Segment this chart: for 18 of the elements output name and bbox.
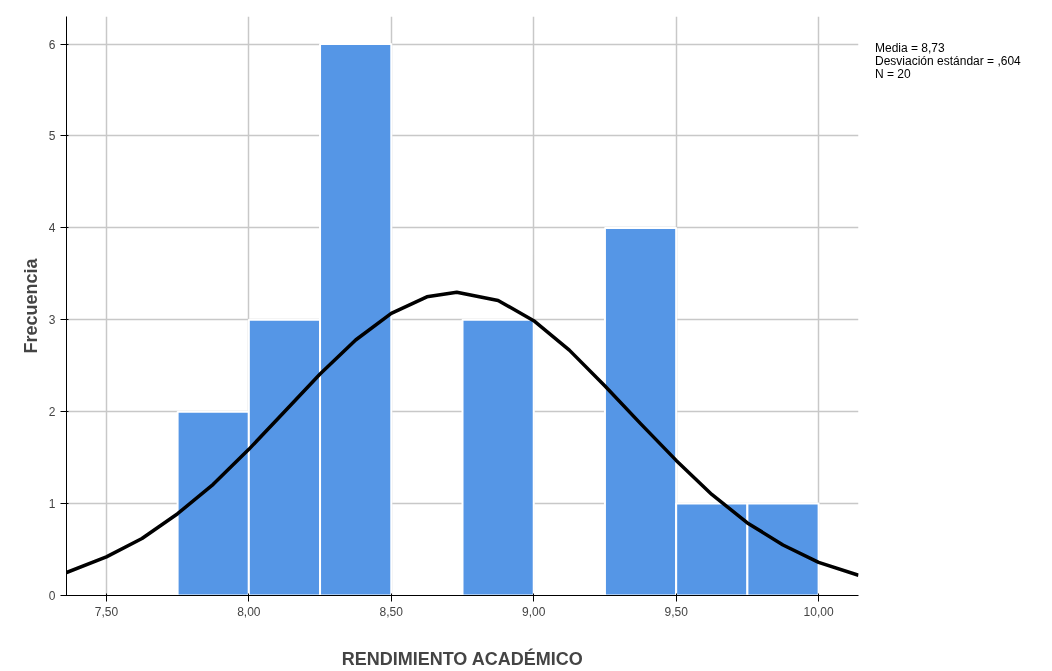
x-tick-label: 8,00 xyxy=(237,604,261,619)
y-axis-title: Frecuencia xyxy=(20,257,41,354)
y-tick-label: 6 xyxy=(48,37,56,52)
x-tick-label: 10,00 xyxy=(803,604,834,619)
text: N = 20 xyxy=(875,67,911,81)
x-axis-title: RENDIMIENTO ACADÉMICO xyxy=(341,647,583,669)
x-tick-label: 9,00 xyxy=(522,604,546,619)
y-tick-label: 2 xyxy=(48,405,56,420)
y-tick-label: 5 xyxy=(48,129,56,144)
x-tick-label: 9,50 xyxy=(664,604,689,619)
y-tick-label: 0 xyxy=(48,589,56,603)
x-tick-label: 8,50 xyxy=(379,604,404,619)
y-tick-label: 4 xyxy=(48,221,56,236)
y-tick-label: 1 xyxy=(48,497,56,512)
text: Desviación estándar = ,604 xyxy=(875,54,1021,68)
text: Media = 8,73 xyxy=(875,41,945,55)
y-tick-label: 3 xyxy=(48,313,56,328)
x-tick-label: 7,50 xyxy=(94,604,119,619)
